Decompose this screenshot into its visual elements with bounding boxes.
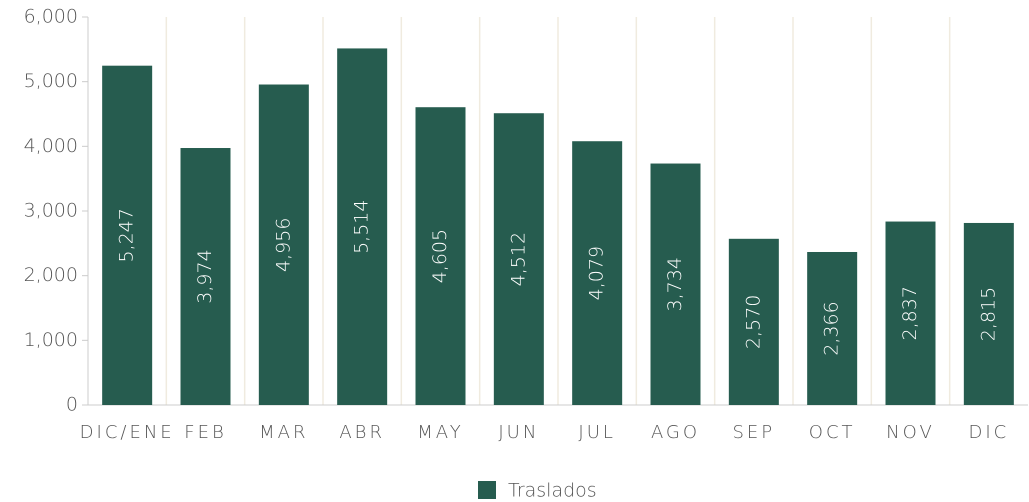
bar <box>415 107 466 406</box>
value-label: 2,815 <box>977 287 999 341</box>
bar <box>728 238 779 405</box>
value-label: 2,837 <box>899 286 921 340</box>
value-label: 2,366 <box>821 301 843 355</box>
x-tick-label: MAY <box>417 422 463 443</box>
value-label: 3,734 <box>664 257 686 311</box>
y-tick-label: 0 <box>66 394 78 416</box>
value-label: 4,512 <box>507 232 529 286</box>
legend-swatch <box>478 481 496 499</box>
y-tick-label: 2,000 <box>24 264 78 286</box>
y-tick-label: 5,000 <box>24 70 78 92</box>
bar <box>885 221 936 405</box>
bar <box>337 48 388 405</box>
bar <box>807 251 858 405</box>
x-tick-label: DIC <box>968 422 1009 443</box>
bar <box>572 141 623 405</box>
bar <box>963 222 1014 405</box>
value-label: 4,956 <box>272 218 294 272</box>
x-tick-label: DIC/ENE <box>80 422 175 443</box>
x-tick-label: ABR <box>339 422 385 443</box>
x-tick-label: JUL <box>578 422 616 443</box>
y-tick-label: 1,000 <box>24 329 78 351</box>
x-tick-label: SEP <box>733 422 776 443</box>
bar <box>102 65 153 405</box>
x-tick-label: MAR <box>259 422 308 443</box>
bar <box>650 163 701 405</box>
value-label: 5,514 <box>351 200 373 254</box>
bar <box>493 113 544 405</box>
legend-label: Traslados <box>508 480 597 502</box>
x-tick-label: AGO <box>651 422 700 443</box>
x-tick-label: OCT <box>809 422 856 443</box>
y-tick-label: 3,000 <box>24 200 78 222</box>
value-label: 4,079 <box>586 246 608 300</box>
x-tick-label: JUN <box>498 422 539 443</box>
y-tick-label: 4,000 <box>24 135 78 157</box>
x-tick-label: FEB <box>184 422 227 443</box>
y-tick-label: 6,000 <box>24 6 78 28</box>
bar <box>258 84 309 406</box>
value-label: 2,570 <box>742 295 764 349</box>
value-label: 3,974 <box>194 249 216 303</box>
value-label: 4,605 <box>429 229 451 283</box>
x-tick-label: NOV <box>886 422 935 443</box>
value-label: 5,247 <box>116 208 138 262</box>
bar <box>180 148 231 406</box>
